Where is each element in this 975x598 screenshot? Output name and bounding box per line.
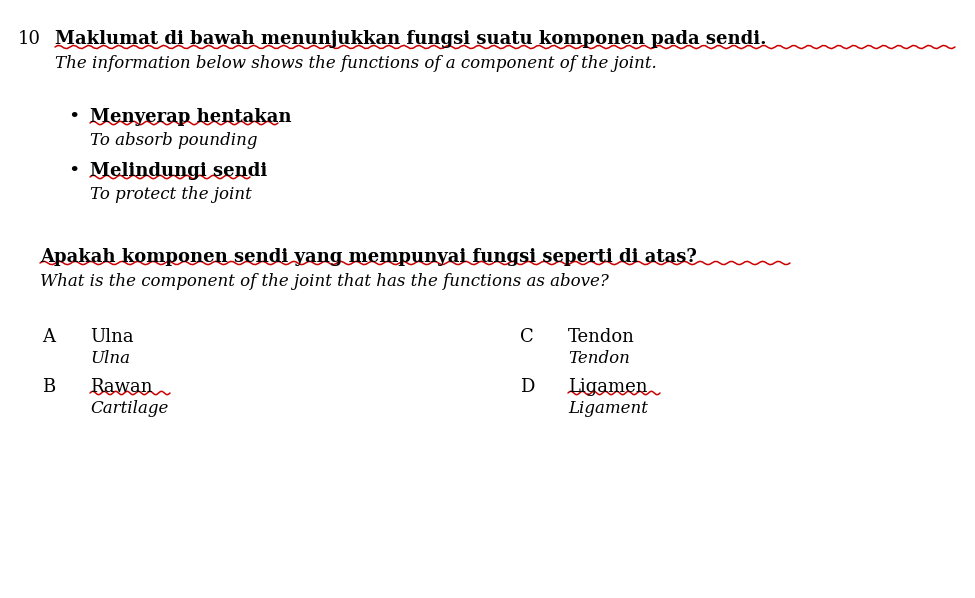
Text: •: • bbox=[68, 108, 79, 126]
Text: Maklumat di bawah menunjukkan fungsi suatu komponen pada sendi.: Maklumat di bawah menunjukkan fungsi sua… bbox=[55, 30, 766, 48]
Text: Melindungi sendi: Melindungi sendi bbox=[90, 162, 267, 180]
Text: Tendon: Tendon bbox=[568, 350, 630, 367]
Text: The information below shows the functions of a component of the joint.: The information below shows the function… bbox=[55, 55, 657, 72]
Text: 10: 10 bbox=[18, 30, 41, 48]
Text: Tendon: Tendon bbox=[568, 328, 635, 346]
Text: Menyerap hentakan: Menyerap hentakan bbox=[90, 108, 292, 126]
Text: C: C bbox=[520, 328, 533, 346]
Text: A: A bbox=[42, 328, 55, 346]
Text: Cartilage: Cartilage bbox=[90, 400, 169, 417]
Text: What is the component of the joint that has the functions as above?: What is the component of the joint that … bbox=[40, 273, 608, 290]
Text: Ligament: Ligament bbox=[568, 400, 647, 417]
Text: Ligamen: Ligamen bbox=[568, 378, 647, 396]
Text: To absorb pounding: To absorb pounding bbox=[90, 132, 257, 149]
Text: Rawan: Rawan bbox=[90, 378, 152, 396]
Text: •: • bbox=[68, 162, 79, 180]
Text: Ulna: Ulna bbox=[90, 350, 130, 367]
Text: B: B bbox=[42, 378, 56, 396]
Text: Apakah komponen sendi yang mempunyai fungsi seperti di atas?: Apakah komponen sendi yang mempunyai fun… bbox=[40, 248, 697, 266]
Text: To protect the joint: To protect the joint bbox=[90, 186, 252, 203]
Text: Ulna: Ulna bbox=[90, 328, 134, 346]
Text: D: D bbox=[520, 378, 534, 396]
